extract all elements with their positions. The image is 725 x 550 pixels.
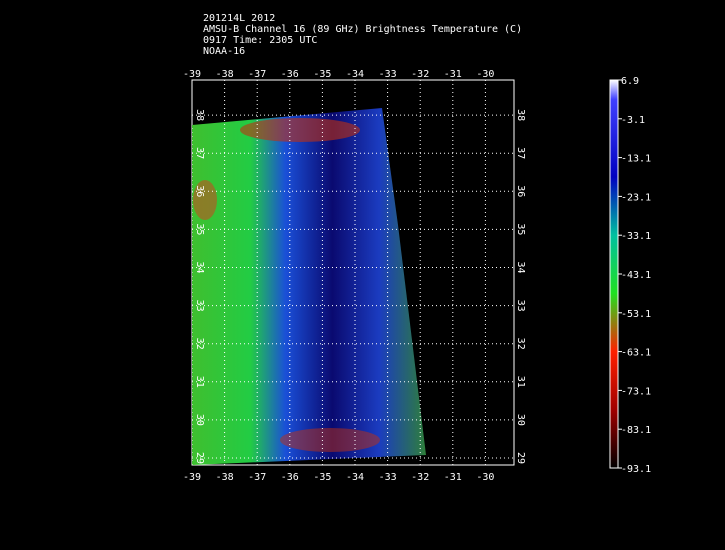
warm-patch bbox=[240, 118, 360, 142]
title-line: NOAA-16 bbox=[203, 46, 245, 57]
colorbar-label: -93.1 bbox=[621, 464, 651, 475]
colorbar bbox=[609, 79, 619, 469]
lon-label: -36 bbox=[281, 69, 299, 80]
colorbar-label: -33.1 bbox=[621, 231, 651, 242]
colorbar-label: -53.1 bbox=[621, 309, 651, 320]
lat-label: 32 bbox=[515, 338, 526, 350]
lat-label: 30 bbox=[515, 414, 526, 426]
title-line: 201214L 2012 bbox=[203, 13, 275, 24]
lat-label: 31 bbox=[194, 376, 205, 388]
lon-label: -35 bbox=[313, 69, 331, 80]
lon-label: -38 bbox=[216, 69, 234, 80]
lon-label: -31 bbox=[444, 69, 462, 80]
lon-label: -39 bbox=[183, 472, 201, 483]
warm-patch bbox=[280, 428, 380, 452]
colorbar-label: -23.1 bbox=[621, 192, 651, 203]
colorbar-label: -3.1 bbox=[621, 115, 645, 126]
lat-label: 33 bbox=[515, 300, 526, 312]
satellite-swath bbox=[192, 108, 426, 465]
title-line: AMSU-B Channel 16 (89 GHz) Brightness Te… bbox=[203, 24, 522, 35]
colorbar-label: -73.1 bbox=[621, 386, 651, 397]
lon-label: -36 bbox=[281, 472, 299, 483]
colorbar-label: -63.1 bbox=[621, 348, 651, 359]
lat-label: 29 bbox=[515, 452, 526, 464]
colorbar-label: 6.9 bbox=[621, 76, 639, 87]
lat-label: 37 bbox=[515, 147, 526, 159]
lon-label: -39 bbox=[183, 69, 201, 80]
lat-label: 30 bbox=[194, 414, 205, 426]
lon-label: -37 bbox=[248, 472, 266, 483]
lat-label: 35 bbox=[515, 223, 526, 235]
lat-label: 29 bbox=[194, 452, 205, 464]
lon-label: -38 bbox=[216, 472, 234, 483]
colorbar-labels: 6.9 -3.1 -13.1 -23.1 -33.1 -43.1 -53.1 -63.1 -73… bbox=[618, 76, 651, 475]
lat-label: 34 bbox=[515, 261, 526, 273]
lat-label: 33 bbox=[194, 300, 205, 312]
lon-label: -30 bbox=[476, 69, 494, 80]
colorbar-label: -43.1 bbox=[621, 270, 651, 281]
lon-label: -33 bbox=[379, 472, 397, 483]
lon-label: -37 bbox=[248, 69, 266, 80]
lat-label: 34 bbox=[194, 261, 205, 273]
graticule: -39 -39 -38 -38 -37 -37 -36 -36 -35 -35 -34 -34 -33 -… bbox=[183, 69, 526, 483]
lon-label: -33 bbox=[379, 69, 397, 80]
lon-label: -31 bbox=[444, 472, 462, 483]
lon-label: -35 bbox=[313, 472, 331, 483]
lat-label: 31 bbox=[515, 376, 526, 388]
lat-label: 38 bbox=[194, 109, 205, 121]
lat-label: 36 bbox=[194, 185, 205, 197]
colorbar-label: -13.1 bbox=[621, 154, 651, 165]
lon-label: -32 bbox=[411, 69, 429, 80]
lon-label: -30 bbox=[476, 472, 494, 483]
title-line: 0917 Time: 2305 UTC bbox=[203, 35, 317, 46]
lat-label: 38 bbox=[515, 109, 526, 121]
colorbar-label: -83.1 bbox=[621, 425, 651, 436]
warm-patch bbox=[193, 180, 217, 220]
lat-label: 35 bbox=[194, 223, 205, 235]
lon-label: -32 bbox=[411, 472, 429, 483]
lat-label: 37 bbox=[194, 147, 205, 159]
lon-label: -34 bbox=[346, 69, 364, 80]
lon-label: -34 bbox=[346, 472, 364, 483]
lat-label: 36 bbox=[515, 185, 526, 197]
lat-label: 32 bbox=[194, 338, 205, 350]
